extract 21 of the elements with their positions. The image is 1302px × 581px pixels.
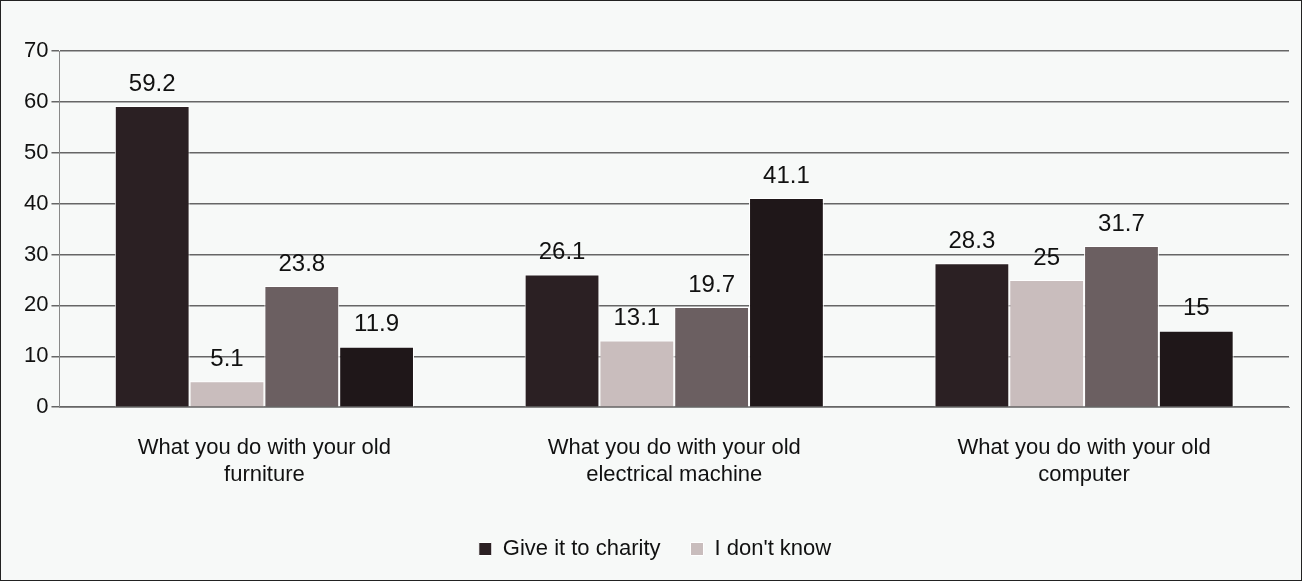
x-tick-label: What you do with your old electrical machine [547,434,801,486]
y-tick-label: 60 [23,87,49,113]
data-label: 19.7 [688,269,735,297]
x-tick-label: What you do with your old computer [957,434,1211,486]
y-tick-label: 10 [23,342,49,368]
data-label: 13.1 [613,303,661,331]
data-label: 28.3 [948,225,996,253]
data-label: 23.8 [278,248,326,276]
y-tick-label: 20 [23,291,49,317]
legend-label: I don't know [714,535,832,561]
x-tick-label: What you do with your old furniture [137,434,391,486]
data-label: 11.9 [354,309,400,337]
data-label: 31.7 [1098,208,1145,236]
y-tick-label: 50 [23,138,49,164]
y-tick-label: 70 [23,37,49,63]
data-label: 41.1 [763,160,810,188]
y-tick-label: 0 [36,393,49,419]
y-tick-label: 40 [23,189,49,215]
data-label: 59.2 [128,68,176,96]
legend-label: Give it to charity [502,535,661,561]
y-tick-label: 30 [23,240,49,266]
